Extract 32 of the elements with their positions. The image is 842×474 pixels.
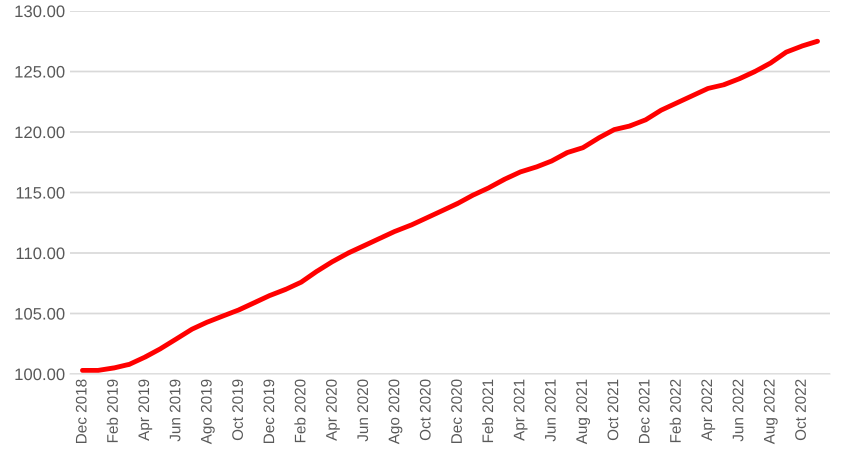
x-tick-label: Dec 2018 [76, 380, 87, 444]
y-tick-label: 115.00 [16, 186, 64, 199]
x-tick-label: Jun 2021 [544, 380, 556, 442]
x-tick-label: Ago 2020 [388, 379, 402, 444]
line-series [80, 38, 820, 373]
x-tick-label: Ago 2019 [200, 380, 215, 444]
x-tick-label: Jun 2020 [357, 379, 368, 442]
x-tick-label: Apr 2022 [701, 380, 716, 441]
x-tick-label: Apr 2021 [514, 380, 528, 441]
x-tick-label: Apr 2019 [138, 380, 152, 441]
x-tick-label: Feb 2022 [670, 380, 681, 442]
y-tick-label: 125.00 [15, 66, 64, 78]
x-tick-label: Oct 2021 [607, 380, 618, 440]
y-tick-label: 110.00 [16, 247, 64, 260]
x-tick-label: Aug 2021 [576, 380, 590, 444]
x-tick-label: Feb 2021 [482, 380, 494, 442]
x-tick-label: Dec 2019 [263, 380, 274, 444]
y-tick-label: 130.00 [15, 5, 64, 18]
x-tick-label: Jun 2022 [732, 380, 744, 442]
x-tick-label: Oct 2019 [232, 380, 243, 440]
x-tick-label: Aug 2022 [764, 380, 778, 444]
x-tick-label: Oct 2022 [795, 380, 806, 440]
x-tick-label: Oct 2020 [420, 379, 431, 440]
x-tick-label: Dec 2021 [638, 380, 650, 444]
y-tick-label: 120.00 [15, 126, 64, 138]
x-tick-label: Feb 2020 [294, 379, 306, 442]
y-tick-label: 105.00 [15, 308, 64, 320]
x-tick-label: Feb 2019 [106, 380, 118, 442]
x-tick-label: Apr 2020 [326, 379, 340, 441]
x-tick-label: Jun 2019 [170, 380, 180, 442]
y-tick-label: 100.00 [15, 368, 64, 380]
x-tick-label: Dec 2020 [451, 379, 462, 444]
